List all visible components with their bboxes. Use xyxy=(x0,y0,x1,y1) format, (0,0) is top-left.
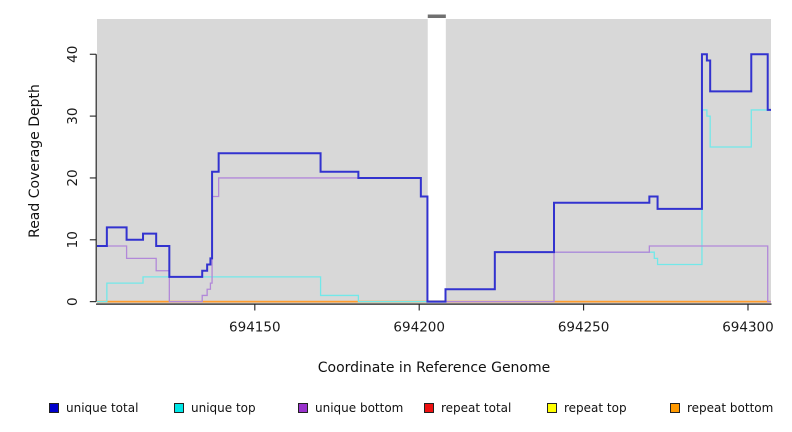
x-tick-label: 694250 xyxy=(558,320,610,336)
y-tick-label: 10 xyxy=(65,231,81,248)
legend-swatch-unique-bottom xyxy=(298,403,308,413)
legend-item-repeat-total: repeat total xyxy=(424,398,511,418)
coverage-gap-cap xyxy=(427,14,446,18)
legend-swatch-unique-total xyxy=(49,403,59,413)
y-tick-label: 40 xyxy=(65,46,81,63)
legend-swatch-repeat-total xyxy=(424,403,434,413)
legend: unique total unique top unique bottom re… xyxy=(0,398,792,424)
x-tick-label: 694150 xyxy=(229,320,281,336)
legend-swatch-unique-top xyxy=(174,403,184,413)
legend-label-repeat-total: repeat total xyxy=(441,401,512,415)
legend-item-unique-top: unique top xyxy=(174,398,256,418)
y-axis-title: Read Coverage Depth xyxy=(27,84,43,238)
x-tick-label: 694200 xyxy=(393,320,445,336)
x-tick-label: 694300 xyxy=(722,320,774,336)
legend-item-repeat-bottom: repeat bottom xyxy=(670,398,773,418)
legend-item-unique-bottom: unique bottom xyxy=(298,398,403,418)
legend-item-repeat-top: repeat top xyxy=(547,398,627,418)
legend-item-unique-total: unique total xyxy=(49,398,138,418)
series-line-unique-total xyxy=(97,53,771,303)
legend-label-repeat-bottom: repeat bottom xyxy=(687,401,774,415)
legend-label-unique-top: unique top xyxy=(191,401,256,415)
x-axis-title: Coordinate in Reference Genome xyxy=(317,360,551,376)
y-tick-label: 20 xyxy=(65,169,81,186)
legend-label-repeat-top: repeat top xyxy=(564,401,627,415)
y-tick-label: 0 xyxy=(65,297,81,306)
legend-label-unique-total: unique total xyxy=(66,401,139,415)
y-tick-label: 30 xyxy=(65,108,81,125)
legend-label-unique-bottom: unique bottom xyxy=(315,401,404,415)
coverage-gap-band xyxy=(427,14,446,301)
legend-swatch-repeat-bottom xyxy=(670,403,680,413)
legend-swatch-repeat-top xyxy=(547,403,557,413)
